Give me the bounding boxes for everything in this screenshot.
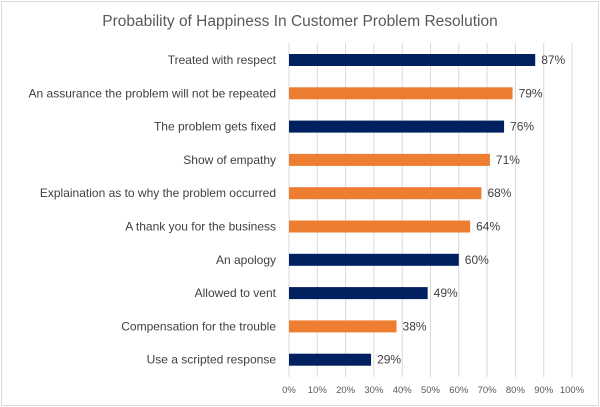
data-label: 60%: [465, 253, 489, 267]
bar: [289, 54, 536, 66]
bar: [289, 253, 459, 266]
data-label: 87%: [541, 53, 565, 67]
bar: [289, 87, 513, 100]
category-label: The problem gets fixed: [154, 120, 276, 134]
data-label: 71%: [496, 153, 520, 167]
category-label: A thank you for the business: [125, 220, 276, 234]
x-tick-label: 0%: [282, 385, 296, 396]
data-label: 68%: [487, 186, 511, 200]
bar: [289, 287, 428, 300]
x-tick-label: 100%: [560, 385, 585, 396]
x-tick-label: 30%: [364, 385, 384, 396]
x-tick-label: 80%: [506, 385, 526, 396]
x-tick-label: 70%: [478, 385, 498, 396]
chart-title: Probability of Happiness In Customer Pro…: [102, 13, 497, 30]
data-label: 29%: [377, 353, 401, 367]
bar: [289, 120, 505, 133]
category-label: An assurance the problem will not be rep…: [29, 86, 276, 100]
data-label: 38%: [403, 319, 427, 333]
category-label: Treated with respect: [168, 53, 277, 67]
bar: [289, 320, 397, 333]
bar: [289, 220, 471, 233]
category-label: An apology: [216, 253, 276, 267]
x-tick-label: 60%: [449, 385, 469, 396]
category-label: Explaination as to why the problem occur…: [40, 186, 276, 200]
bar: [289, 353, 372, 366]
bar: [289, 187, 482, 200]
x-tick-label: 10%: [308, 385, 328, 396]
data-label: 76%: [510, 120, 534, 134]
category-label: Use a scripted response: [147, 353, 277, 367]
data-label: 49%: [434, 286, 458, 300]
x-tick-label: 50%: [421, 385, 441, 396]
bar: [289, 153, 490, 166]
x-tick-label: 90%: [534, 385, 554, 396]
data-label: 79%: [519, 86, 543, 100]
category-label: Compensation for the trouble: [121, 319, 276, 333]
category-label: Show of empathy: [183, 153, 276, 167]
data-label: 64%: [476, 220, 500, 234]
category-label: Allowed to vent: [195, 286, 277, 300]
x-tick-label: 40%: [393, 385, 413, 396]
x-tick-label: 20%: [336, 385, 356, 396]
